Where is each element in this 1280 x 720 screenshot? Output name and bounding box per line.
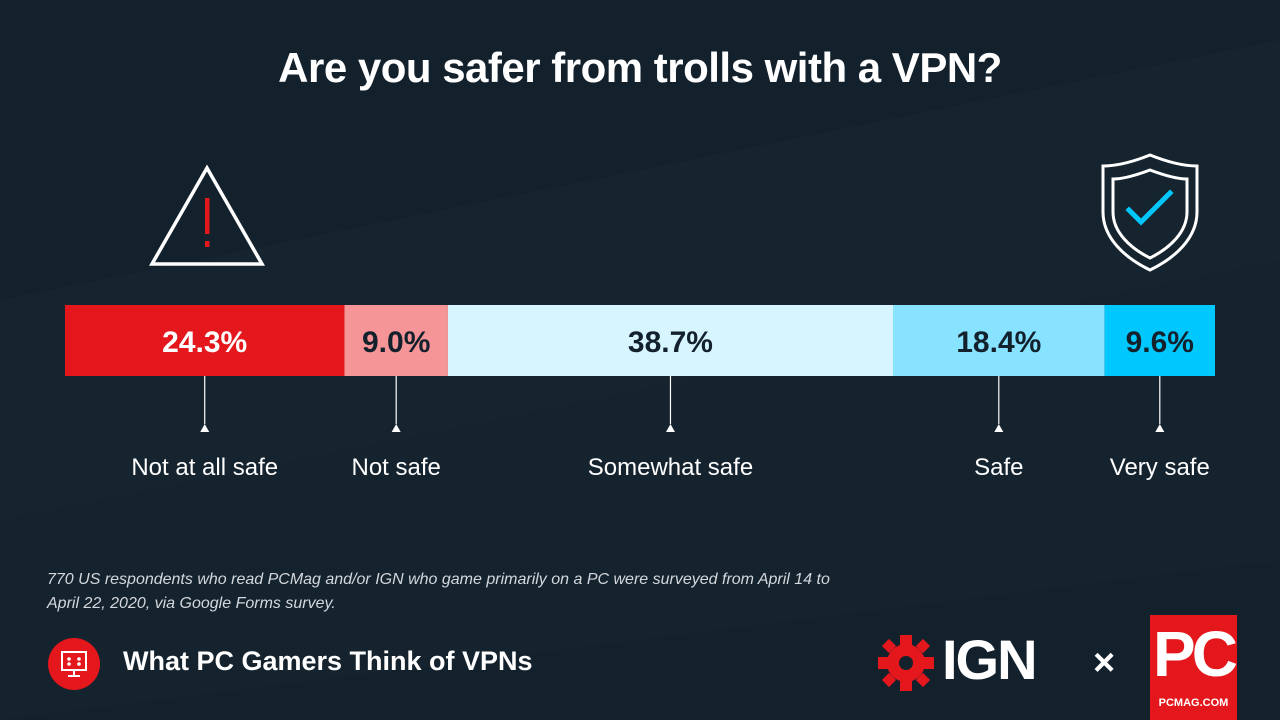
category-label: Somewhat safe <box>588 454 753 481</box>
ign-logo-mark <box>878 635 934 691</box>
ign-logo-text: IGN <box>942 628 1038 691</box>
category-label: Not safe <box>352 454 441 481</box>
stacked-bar-chart: 24.3% Not at all safe 9.0% Not safe 38.7% Som… <box>65 153 1215 481</box>
bar-segment <box>344 305 448 376</box>
bar-segment <box>447 305 893 376</box>
leader-arrow <box>200 424 210 432</box>
pcmag-logo-text: PC <box>1153 618 1238 690</box>
monitor-icon <box>61 651 87 677</box>
bar-value-label: 9.6% <box>1126 326 1194 359</box>
leader-arrow <box>391 424 401 432</box>
bar-segment <box>65 305 345 376</box>
leader-arrow <box>994 424 1004 432</box>
shield-check-icon <box>1101 153 1199 272</box>
bar-value-label: 9.0% <box>362 326 430 359</box>
series-title: What PC Gamers Think of VPNs <box>123 646 533 676</box>
bar-value-label: 24.3% <box>162 326 247 359</box>
chart-title: Are you safer from trolls with a VPN? <box>278 44 1002 91</box>
survey-footnote: 770 US respondents who read PCMag and/or… <box>47 571 830 612</box>
pcmag-logo: PC PCMAG.COM <box>1150 615 1238 720</box>
warning-triangle-icon <box>148 164 266 266</box>
category-label: Very safe <box>1110 454 1210 481</box>
pcmag-site-text: PCMAG.COM <box>1158 697 1229 709</box>
bar-segment <box>893 305 1105 376</box>
bar-segment <box>1104 305 1215 376</box>
category-label: Safe <box>974 454 1023 481</box>
leader-arrow <box>1155 424 1165 432</box>
bar-value-label: 38.7% <box>628 326 713 359</box>
series-badge <box>48 638 100 690</box>
bar-value-label: 18.4% <box>956 326 1041 359</box>
brand-separator: × <box>1093 642 1116 684</box>
category-label: Not at all safe <box>131 454 278 481</box>
leader-arrow <box>665 424 675 432</box>
